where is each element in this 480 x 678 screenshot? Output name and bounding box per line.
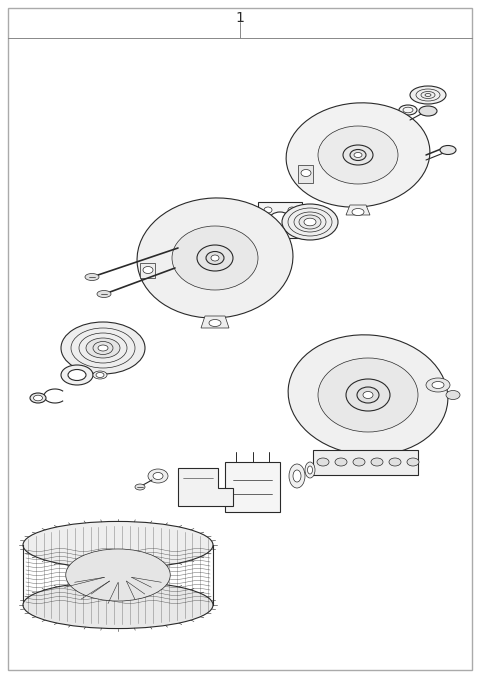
Ellipse shape [34, 395, 43, 401]
Ellipse shape [353, 458, 365, 466]
Polygon shape [178, 468, 233, 506]
Polygon shape [225, 462, 280, 512]
Ellipse shape [363, 391, 373, 399]
Ellipse shape [354, 153, 362, 157]
Ellipse shape [357, 387, 379, 403]
Ellipse shape [264, 227, 272, 233]
Ellipse shape [304, 218, 316, 226]
Ellipse shape [137, 198, 293, 318]
Polygon shape [201, 316, 229, 328]
Ellipse shape [446, 391, 460, 399]
Ellipse shape [206, 252, 224, 264]
Ellipse shape [264, 207, 272, 213]
Text: 1: 1 [236, 11, 244, 25]
Ellipse shape [317, 458, 329, 466]
Ellipse shape [318, 358, 418, 432]
Ellipse shape [61, 365, 93, 385]
Ellipse shape [86, 338, 120, 358]
Ellipse shape [289, 464, 305, 488]
Ellipse shape [305, 462, 315, 478]
Ellipse shape [299, 215, 321, 229]
Ellipse shape [343, 145, 373, 165]
Ellipse shape [172, 226, 258, 290]
Ellipse shape [318, 126, 398, 184]
Ellipse shape [211, 255, 219, 261]
Ellipse shape [209, 319, 221, 327]
Ellipse shape [288, 335, 448, 455]
Ellipse shape [23, 521, 213, 569]
Ellipse shape [30, 393, 46, 403]
Ellipse shape [197, 245, 233, 271]
Bar [313, 450, 418, 475]
Ellipse shape [301, 170, 311, 176]
Ellipse shape [96, 372, 104, 378]
Ellipse shape [389, 458, 401, 466]
Ellipse shape [419, 106, 437, 116]
Ellipse shape [98, 345, 108, 351]
Ellipse shape [308, 466, 312, 474]
Ellipse shape [410, 86, 446, 104]
Ellipse shape [426, 378, 450, 392]
Ellipse shape [399, 105, 417, 115]
Ellipse shape [93, 371, 107, 379]
Ellipse shape [286, 103, 430, 207]
Ellipse shape [135, 484, 145, 490]
Ellipse shape [23, 582, 213, 629]
Polygon shape [346, 205, 370, 215]
Ellipse shape [97, 290, 111, 298]
Polygon shape [298, 165, 313, 183]
Ellipse shape [432, 382, 444, 388]
Ellipse shape [68, 370, 86, 380]
Ellipse shape [153, 473, 163, 479]
Ellipse shape [282, 204, 338, 240]
Ellipse shape [407, 458, 419, 466]
Ellipse shape [293, 470, 301, 482]
Ellipse shape [288, 207, 296, 213]
Ellipse shape [371, 458, 383, 466]
Ellipse shape [143, 266, 153, 273]
Ellipse shape [440, 146, 456, 155]
Ellipse shape [66, 549, 170, 601]
Ellipse shape [346, 379, 390, 411]
Polygon shape [258, 202, 302, 238]
Ellipse shape [352, 209, 364, 216]
Ellipse shape [269, 212, 291, 228]
Ellipse shape [148, 469, 168, 483]
Ellipse shape [85, 273, 99, 281]
Ellipse shape [335, 458, 347, 466]
Ellipse shape [350, 150, 366, 161]
Ellipse shape [61, 322, 145, 374]
Polygon shape [140, 263, 155, 278]
